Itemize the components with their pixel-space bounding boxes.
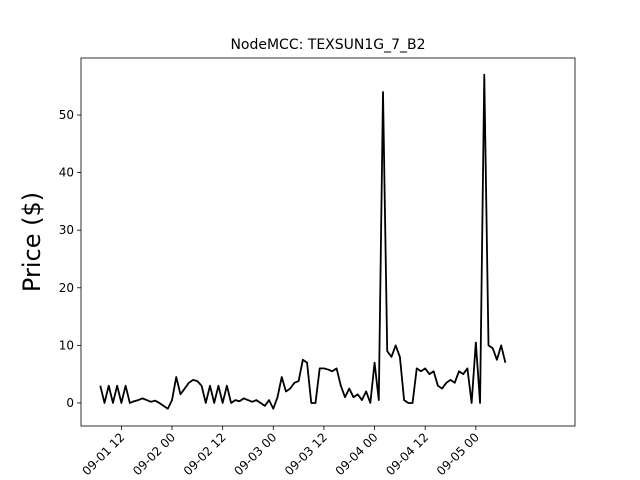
y-tick-label: 0 — [66, 396, 74, 410]
y-axis-label: Price ($) — [18, 192, 46, 292]
y-tick-label: 50 — [59, 108, 74, 122]
y-tick-label: 10 — [59, 338, 74, 352]
chart-title: NodeMCC: TEXSUN1G_7_B2 — [230, 37, 425, 53]
price-line — [99, 73, 507, 410]
y-tick-label: 30 — [59, 223, 74, 237]
y-tick-label: 40 — [59, 166, 74, 180]
axes-frame — [80, 57, 576, 427]
y-tick-label: 20 — [59, 281, 74, 295]
